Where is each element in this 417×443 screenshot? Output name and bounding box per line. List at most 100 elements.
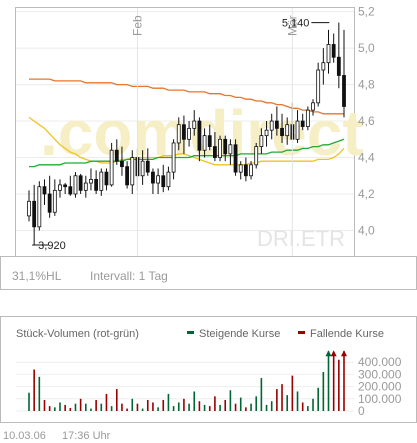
candle-body <box>99 171 104 191</box>
candle-body <box>305 109 310 127</box>
candle-body <box>104 171 109 186</box>
volume-bar <box>121 403 123 411</box>
candle <box>238 161 243 180</box>
volume-bar <box>157 407 159 411</box>
candle-body <box>274 120 279 129</box>
candle <box>202 128 207 158</box>
volume-bar <box>167 393 170 411</box>
candle <box>326 29 331 74</box>
candle-body <box>269 120 274 131</box>
volume-bar <box>74 403 77 411</box>
volume-bar <box>317 387 319 411</box>
legend-rising-label: Steigende Kurse <box>199 328 280 340</box>
volume-bar <box>229 390 232 411</box>
volume-panel-frame <box>0 316 417 423</box>
candle <box>300 113 305 131</box>
volume-bar <box>136 403 139 411</box>
volume-bar <box>177 402 180 411</box>
candle-body <box>176 124 181 144</box>
candle <box>182 115 186 154</box>
candle <box>114 139 119 165</box>
high-label: 5,140 <box>282 18 310 30</box>
candle-body <box>233 144 238 173</box>
candle <box>207 124 212 151</box>
volume-y-tick-label: 100.000 <box>358 392 402 406</box>
legend-rising-swatch <box>187 331 194 334</box>
candle-body <box>68 186 73 195</box>
candle <box>316 62 321 107</box>
candle <box>218 135 222 162</box>
ma-orange-line <box>29 78 344 115</box>
candle-body <box>213 146 217 158</box>
candle <box>342 29 346 118</box>
candle <box>228 139 233 165</box>
volume-overflow-arrow <box>325 350 332 357</box>
volume-title: Stück-Volumen (rot-grün) <box>16 328 139 340</box>
candle-body <box>52 189 57 213</box>
candle <box>223 135 228 162</box>
volume-bar <box>126 408 128 411</box>
candle <box>192 110 197 136</box>
candle <box>58 179 62 198</box>
volume-bar <box>183 398 185 411</box>
candle <box>68 175 73 196</box>
candle-body <box>161 175 166 188</box>
volume-y-tick-label: 0 <box>358 404 365 418</box>
month-markers: Feb Mär <box>130 8 299 256</box>
volume-bar <box>265 404 268 411</box>
candle-body <box>331 44 336 58</box>
volume-bar <box>69 407 72 411</box>
candle <box>176 117 181 151</box>
candle <box>233 139 238 176</box>
candle-body <box>285 124 290 137</box>
candle-body <box>140 160 145 177</box>
volume-bar <box>208 406 211 411</box>
volume-y-tick-label: 400.000 <box>358 355 402 369</box>
volume-bar <box>286 395 288 411</box>
candle <box>311 99 315 116</box>
volume-y-tick-label: 300.000 <box>358 367 402 381</box>
candle <box>321 48 326 85</box>
candle-body <box>243 164 248 177</box>
candle <box>243 157 248 182</box>
volume-bar <box>38 376 41 411</box>
footer-date: 10.03.06 <box>3 430 46 442</box>
candle <box>156 168 160 194</box>
candle <box>336 22 341 89</box>
volume-bar <box>245 407 247 411</box>
candle <box>285 117 290 145</box>
candle <box>83 175 88 198</box>
candle-body <box>228 144 233 155</box>
candle <box>120 146 124 176</box>
price-y-tick-label: 4,4 <box>358 151 375 165</box>
candle-body <box>37 186 42 228</box>
volume-bar <box>64 404 66 411</box>
watermark-logo: .comdirect <box>40 97 364 169</box>
candle-body <box>151 171 155 184</box>
volume-bar <box>255 396 258 411</box>
watermark-symbol: DRI.ETR <box>257 226 345 251</box>
candle <box>109 142 114 187</box>
candle-body <box>295 120 300 140</box>
candle <box>104 168 109 191</box>
candle-body <box>280 127 284 137</box>
candle <box>254 142 259 169</box>
candle-body <box>300 120 305 127</box>
volume-y-tick-label: 200.000 <box>358 380 402 394</box>
moving-averages <box>28 78 345 168</box>
candle <box>213 132 217 162</box>
candle <box>274 106 279 136</box>
candle <box>78 173 83 194</box>
candle <box>187 121 191 147</box>
month-label: Feb <box>130 15 144 36</box>
price-y-axis: 5,2 5,0 4,8 4,6 4,4 4,2 4,0 <box>358 5 375 238</box>
candle <box>140 150 145 185</box>
volume-bar <box>312 398 314 411</box>
price-y-tick-label: 4,6 <box>358 114 375 128</box>
volume-bar <box>291 375 294 411</box>
volume-bar <box>338 359 340 411</box>
volume-overflow-arrow <box>341 350 347 357</box>
candle-body <box>109 149 114 186</box>
